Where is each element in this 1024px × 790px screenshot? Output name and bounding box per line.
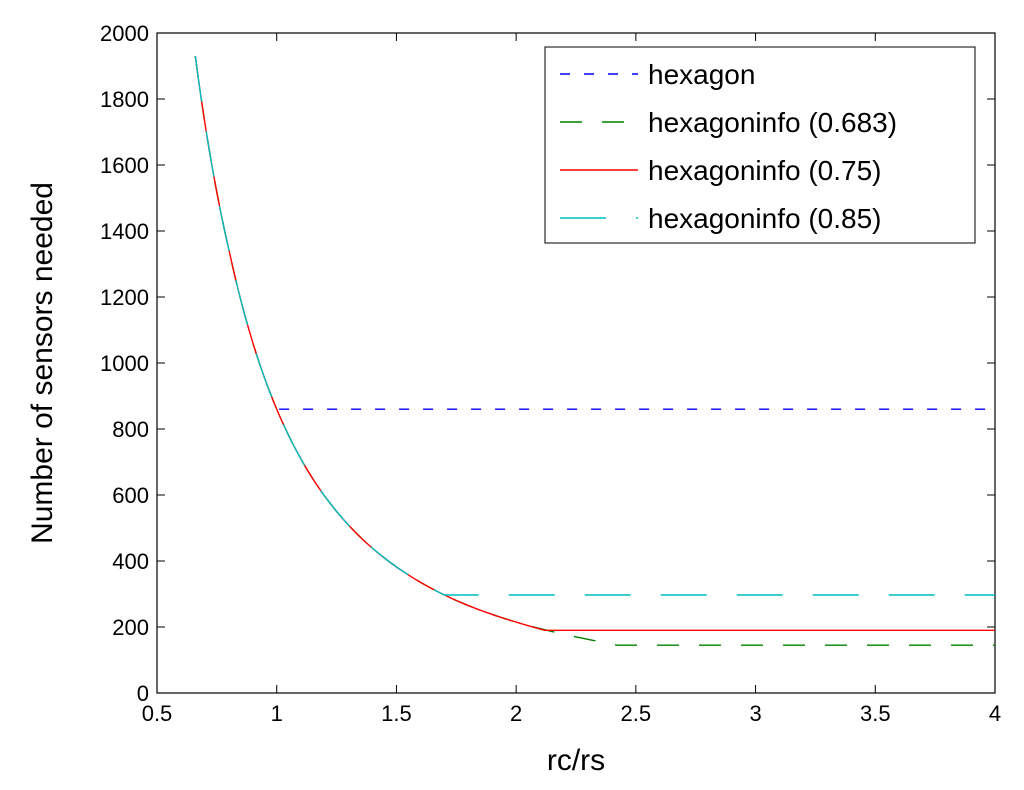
y-axis-title: Number of sensors needed bbox=[26, 182, 59, 544]
y-tick-label: 1400 bbox=[100, 219, 149, 244]
x-tick-label: 2 bbox=[510, 701, 522, 726]
y-tick-label: 1000 bbox=[100, 351, 149, 376]
legend-box bbox=[544, 46, 976, 244]
y-tick-label: 0 bbox=[137, 681, 149, 706]
x-tick-label: 3.5 bbox=[860, 701, 891, 726]
legend: hexagon hexagoninfo (0.683) hexagoninfo (0… bbox=[544, 46, 976, 244]
x-tick-label: 0.5 bbox=[142, 701, 173, 726]
x-tick-label: 1.5 bbox=[381, 701, 412, 726]
y-tick-label: 200 bbox=[112, 615, 149, 640]
legend-label: hexagoninfo (0.75) bbox=[648, 155, 882, 186]
y-tick-label: 1800 bbox=[100, 87, 149, 112]
y-tick-label: 1200 bbox=[100, 285, 149, 310]
y-tick-label: 2000 bbox=[100, 21, 149, 46]
y-tick-label: 1600 bbox=[100, 153, 149, 178]
x-tick-label: 1 bbox=[271, 701, 283, 726]
legend-label: hexagoninfo (0.85) bbox=[648, 203, 882, 234]
legend-label: hexagon bbox=[648, 59, 755, 90]
y-tick-label: 400 bbox=[112, 549, 149, 574]
series-line-hexagoninfo-0-85- bbox=[194, 56, 995, 596]
y-tick-label: 800 bbox=[112, 417, 149, 442]
x-tick-label: 4 bbox=[989, 701, 1001, 726]
x-axis-title: rc/rs bbox=[547, 744, 605, 777]
y-tick-label: 600 bbox=[112, 483, 149, 508]
x-tick-label: 3 bbox=[749, 701, 761, 726]
x-tick-label: 2.5 bbox=[621, 701, 652, 726]
legend-label: hexagoninfo (0.683) bbox=[648, 107, 897, 138]
